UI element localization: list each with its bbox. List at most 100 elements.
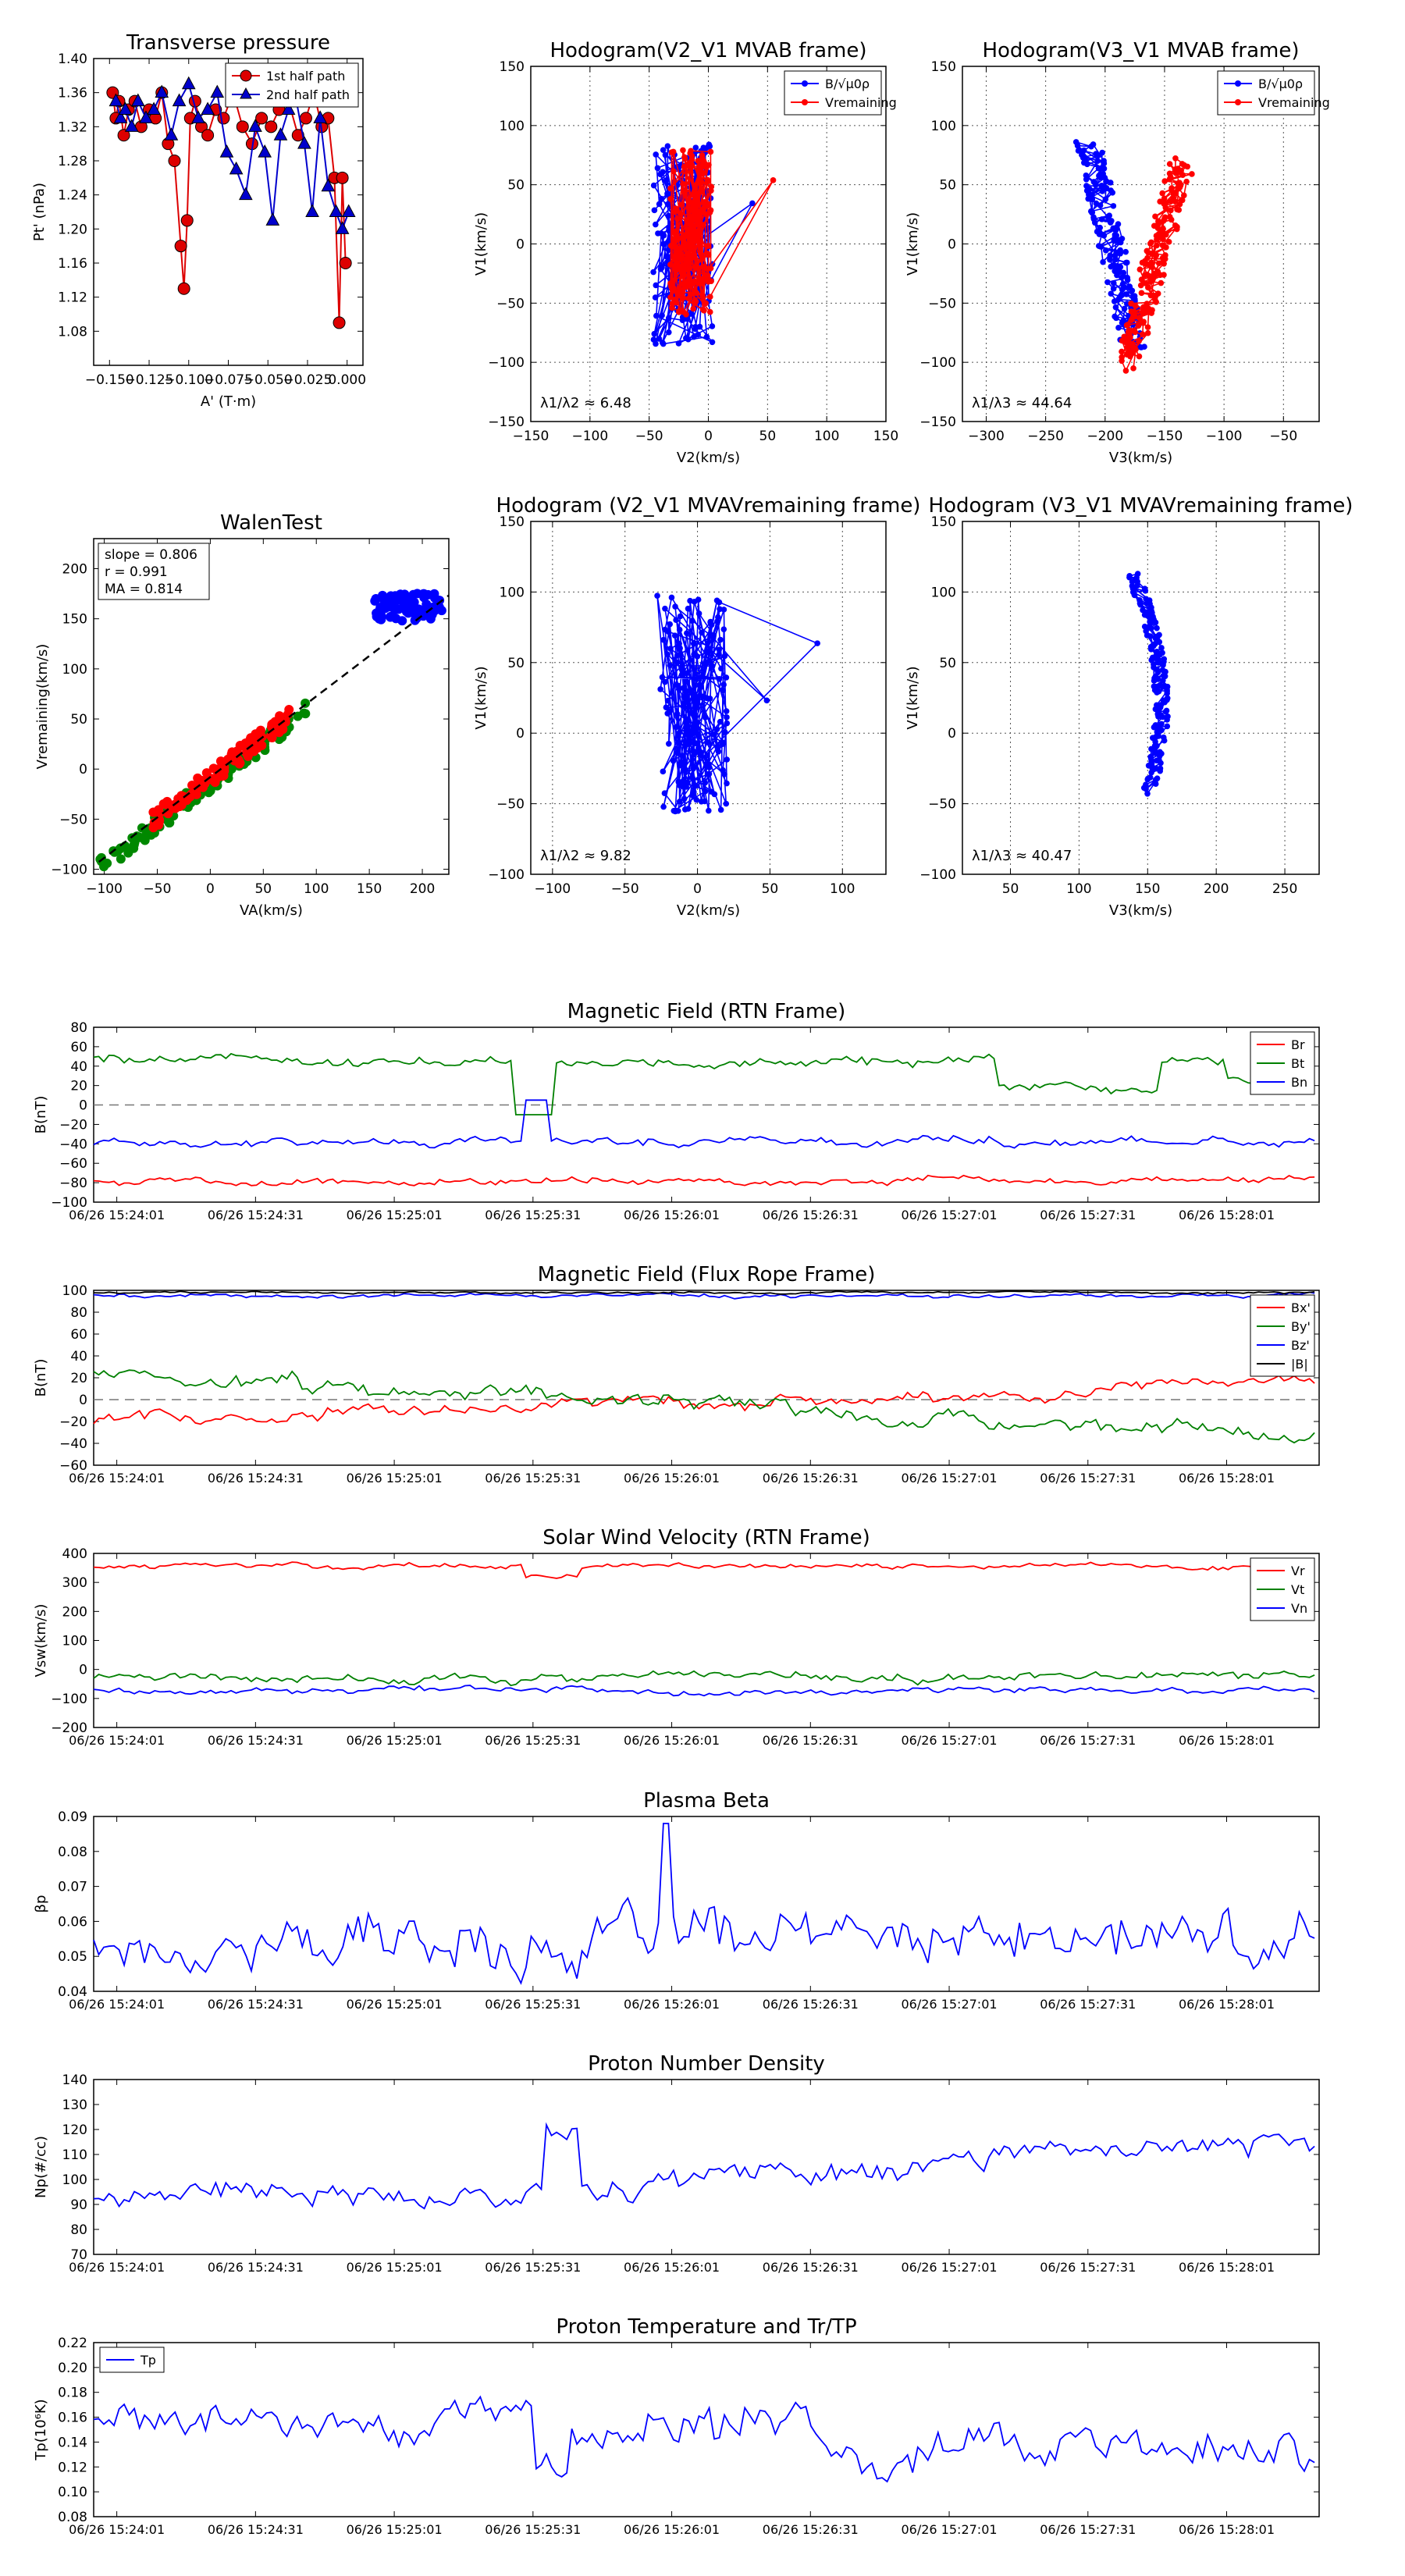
data-point xyxy=(1148,758,1154,765)
data-point xyxy=(412,608,422,618)
series-line-3 xyxy=(93,1290,1315,1295)
data-point xyxy=(692,324,699,330)
data-point xyxy=(1103,247,1109,254)
x-tick-label: 50 xyxy=(759,429,777,444)
data-point xyxy=(681,245,688,251)
data-point xyxy=(1081,159,1087,166)
time-tick-label: 06/26 15:28:01 xyxy=(1179,2522,1275,2537)
time-tick-label: 06/26 15:24:31 xyxy=(208,1471,304,1485)
series-line-1 xyxy=(93,1369,1315,1444)
data-point xyxy=(1161,737,1168,744)
y-tick-label: 130 xyxy=(62,2097,87,2113)
data-point xyxy=(1151,683,1158,690)
data-point xyxy=(675,779,682,786)
data-point xyxy=(1090,215,1097,222)
time-tick-label: 06/26 15:25:01 xyxy=(347,1208,443,1222)
data-point xyxy=(1144,247,1151,254)
legend-label: Bt xyxy=(1291,1056,1304,1071)
x-tick-label: 50 xyxy=(762,881,779,897)
y-tick-label: 1.40 xyxy=(58,52,87,67)
y-tick-label: 150 xyxy=(500,514,525,530)
data-point xyxy=(1173,226,1180,233)
data-point xyxy=(653,221,659,228)
y-tick-label: 150 xyxy=(62,612,87,628)
data-point xyxy=(275,711,285,721)
y-tick-label: 200 xyxy=(62,562,87,578)
data-point xyxy=(1115,239,1122,245)
y-tick-label: 70 xyxy=(70,2247,87,2263)
data-point xyxy=(699,221,706,228)
data-point xyxy=(1164,717,1170,723)
y-tick-label: −50 xyxy=(59,812,87,827)
data-point xyxy=(1148,604,1154,611)
legend-marker xyxy=(802,99,808,105)
chart-title: Solar Wind Velocity (RTN Frame) xyxy=(542,1526,870,1550)
time-tick-label: 06/26 15:27:01 xyxy=(902,1208,998,1222)
y-axis-label: Vremaining(km/s) xyxy=(34,644,51,770)
y-tick-label: 50 xyxy=(939,178,956,194)
data-point xyxy=(1161,656,1168,663)
data-point xyxy=(1111,298,1118,304)
data-point xyxy=(680,294,687,301)
data-point xyxy=(113,110,128,123)
data-point xyxy=(660,803,667,810)
y-tick-label: 0.20 xyxy=(58,2361,87,2376)
data-point xyxy=(724,780,730,787)
data-point xyxy=(1147,753,1154,760)
data-point xyxy=(673,724,679,731)
data-point xyxy=(660,636,667,643)
data-point xyxy=(1119,274,1125,281)
y-tick-label: 0.18 xyxy=(58,2386,87,2401)
data-point xyxy=(654,165,661,172)
y-tick-label: −50 xyxy=(928,797,956,813)
x-tick-label: 200 xyxy=(410,881,435,897)
y-tick-label: 1.12 xyxy=(58,290,87,306)
y-axis-label: Tp(10⁶K) xyxy=(33,2399,49,2460)
y-axis-label: Pt' (nPa) xyxy=(31,183,48,241)
time-tick-label: 06/26 15:25:31 xyxy=(485,2260,581,2275)
data-point xyxy=(180,214,194,227)
data-point xyxy=(1158,279,1165,286)
y-tick-label: 0 xyxy=(516,726,525,742)
data-point xyxy=(1151,678,1158,684)
data-point xyxy=(1147,618,1153,625)
data-point xyxy=(665,247,672,254)
data-point xyxy=(1112,313,1118,320)
data-point xyxy=(711,791,718,798)
x-tick-label: −100 xyxy=(571,429,608,444)
data-point xyxy=(662,605,668,612)
x-tick-label: −0.075 xyxy=(204,372,253,388)
series-line-2 xyxy=(93,1291,1315,1300)
time-tick-label: 06/26 15:25:31 xyxy=(485,1208,581,1222)
data-point xyxy=(389,603,399,614)
y-tick-label: −200 xyxy=(51,1720,87,1736)
data-point xyxy=(679,271,686,277)
data-point xyxy=(1093,151,1099,157)
data-point xyxy=(675,340,682,347)
x-tick-label: −50 xyxy=(611,881,639,897)
time-tick-label: 06/26 15:25:31 xyxy=(485,1471,581,1485)
data-point xyxy=(657,686,663,692)
data-point xyxy=(1101,160,1108,167)
data-point xyxy=(1108,187,1114,194)
data-point xyxy=(248,119,262,132)
series-line-2 xyxy=(93,1685,1315,1697)
data-point xyxy=(671,208,678,215)
data-point xyxy=(680,703,687,710)
data-point xyxy=(719,741,726,748)
data-point xyxy=(689,617,695,624)
data-point xyxy=(231,751,241,761)
data-point xyxy=(1137,282,1144,289)
data-point xyxy=(147,101,161,115)
data-point xyxy=(1166,214,1173,220)
data-point xyxy=(661,790,668,797)
y-tick-label: 0 xyxy=(516,237,525,253)
data-point xyxy=(723,708,730,714)
y-tick-label: 0.08 xyxy=(58,2510,87,2525)
x-tick-label: −50 xyxy=(144,881,172,897)
data-point xyxy=(1126,283,1133,290)
data-point xyxy=(333,316,346,329)
time-tick-label: 06/26 15:25:01 xyxy=(347,2260,443,2275)
data-point xyxy=(690,305,696,312)
y-tick-label: 60 xyxy=(70,1040,87,1055)
